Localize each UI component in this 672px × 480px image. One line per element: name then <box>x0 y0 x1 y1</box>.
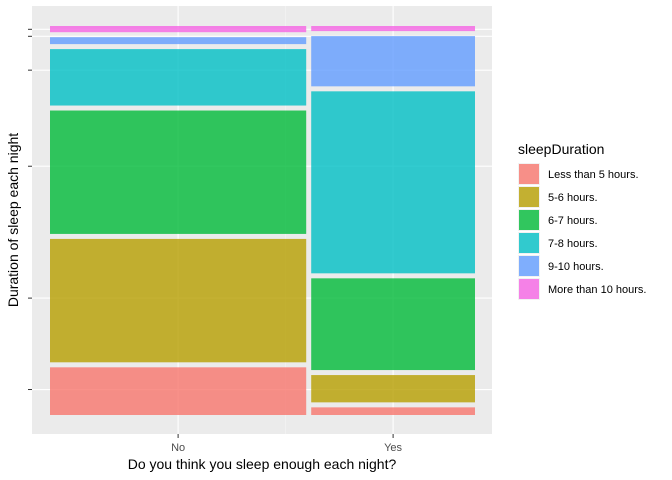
mosaic-tile-yes-2 <box>311 278 475 371</box>
mosaic-tile-no-3 <box>50 49 307 106</box>
mosaic-tile-yes-5 <box>311 26 475 32</box>
legend-swatch-3 <box>519 233 539 253</box>
legend-swatch-4 <box>519 256 539 276</box>
mosaic-tile-no-1 <box>50 238 307 363</box>
legend-swatch-2 <box>519 210 539 230</box>
legend-label-3: 7-8 hours. <box>548 238 598 250</box>
legend-swatch-5 <box>519 279 539 299</box>
y-axis-ticks <box>28 28 32 391</box>
x-tick-label-1: Yes <box>384 442 402 454</box>
x-axis-title: Do you think you sleep enough each night… <box>128 456 397 472</box>
legend-label-0: Less than 5 hours. <box>548 169 639 181</box>
legend-label-4: 9-10 hours. <box>548 261 604 273</box>
x-axis-ticks: No Yes <box>171 434 403 454</box>
mosaic-tile-yes-4 <box>311 36 475 87</box>
legend-swatch-1 <box>519 187 539 207</box>
legend-label-2: 6-7 hours. <box>548 215 598 227</box>
legend-label-1: 5-6 hours. <box>548 192 598 204</box>
legend: sleepDuration Less than 5 hours. 5-6 hour… <box>518 141 646 300</box>
mosaic-tiles <box>50 26 475 415</box>
mosaic-tile-yes-3 <box>311 91 475 274</box>
mosaic-tile-yes-1 <box>311 375 475 403</box>
legend-label-5: More than 10 hours. <box>548 284 646 296</box>
mosaic-tile-no-4 <box>50 37 307 45</box>
mosaic-tile-no-5 <box>50 26 307 33</box>
mosaic-tile-no-0 <box>50 367 307 415</box>
legend-swatch-0 <box>519 164 539 184</box>
mosaic-tile-no-2 <box>50 110 307 234</box>
mosaic-tile-yes-0 <box>311 407 475 415</box>
x-tick-label-0: No <box>171 442 185 454</box>
y-axis-title: Duration of sleep each night <box>5 133 21 307</box>
legend-title: sleepDuration <box>518 141 604 157</box>
